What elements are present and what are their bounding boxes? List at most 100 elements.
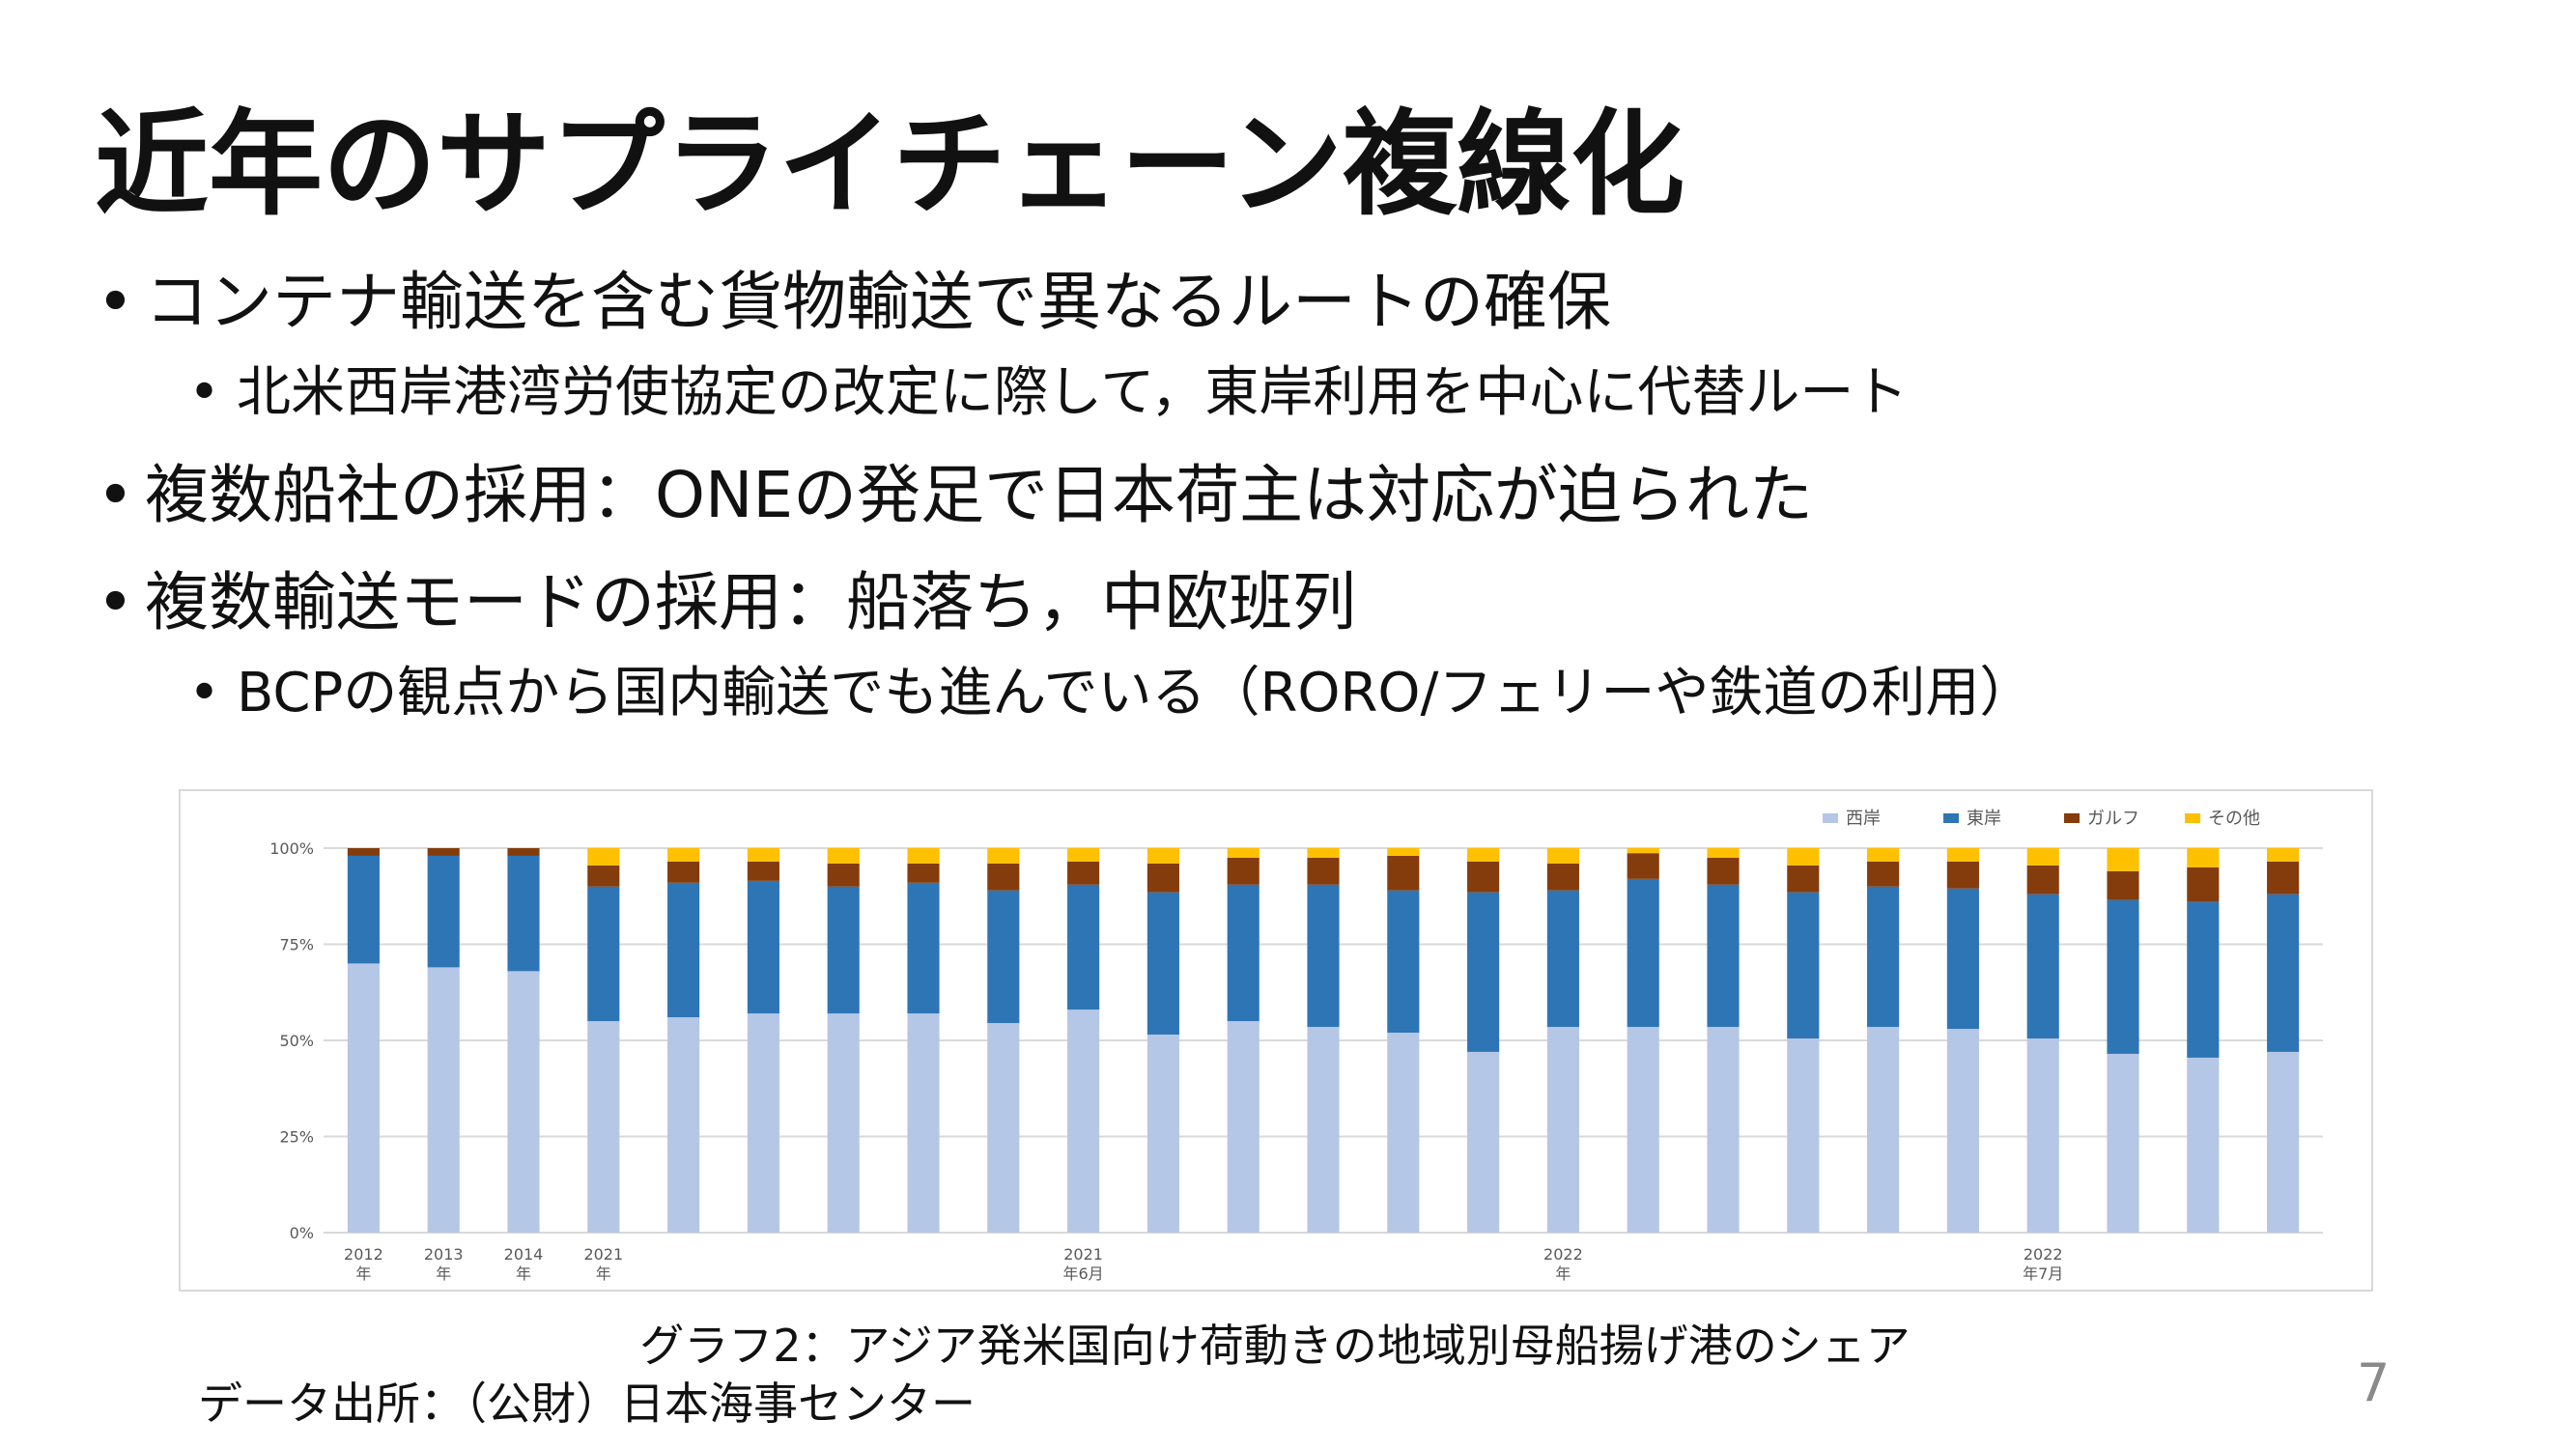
bar-segment-ガルフ <box>747 861 779 881</box>
bar-segment-西岸 <box>1227 1021 1260 1233</box>
bar-segment-西岸 <box>1146 1035 1179 1233</box>
bullet-dot: • <box>97 265 134 339</box>
x-tick-label: 2022 <box>2024 1245 2063 1264</box>
bar-segment-ガルフ <box>2187 867 2220 902</box>
bar-segment-ガルフ <box>1707 857 1740 885</box>
bullet-dot: • <box>188 361 221 424</box>
y-tick-label: 100% <box>269 839 314 858</box>
bullet-3: • 複数輸送モードの採用：船落ち，中欧班列 <box>97 565 1356 639</box>
bar-segment-西岸 <box>2107 1053 2139 1233</box>
bar-segment-その他 <box>1387 848 1420 856</box>
bar-segment-東岸 <box>907 882 940 1014</box>
bar-segment-その他 <box>1146 848 1179 864</box>
bar-segment-東岸 <box>1627 878 1659 1028</box>
bar-segment-その他 <box>1707 848 1740 858</box>
bar-segment-ガルフ <box>987 863 1020 891</box>
bar-segment-その他 <box>1307 848 1340 858</box>
bar-segment-ガルフ <box>1067 861 1100 885</box>
x-tick-label: 2021 <box>1063 1245 1103 1264</box>
sub-bullet-1: • 北米西岸港湾労使協定の改定に際して，東岸利用を中心に代替ルート <box>188 359 1908 427</box>
bar-segment-ガルフ <box>507 848 540 856</box>
bar-segment-西岸 <box>1946 1029 1979 1233</box>
bar-segment-西岸 <box>987 1023 1020 1233</box>
bar-segment-東岸 <box>2267 894 2300 1052</box>
bar-segment-その他 <box>1546 848 1579 864</box>
legend-swatch <box>1943 813 1959 823</box>
bar-segment-その他 <box>827 848 860 864</box>
sub-bullet-2: • BCPの観点から国内輸送でも進んでいる（RORO/フェリーや鉄道の利用） <box>188 660 2033 727</box>
bar-segment-東岸 <box>507 855 540 972</box>
bar-segment-西岸 <box>1307 1027 1340 1233</box>
bar-segment-東岸 <box>2107 899 2139 1054</box>
bar-segment-東岸 <box>667 882 700 1018</box>
bar-segment-その他 <box>1227 848 1260 858</box>
bar-segment-ガルフ <box>1867 861 1900 887</box>
bar-segment-その他 <box>907 848 940 864</box>
bar-segment-ガルフ <box>1627 853 1659 879</box>
bar-segment-その他 <box>667 848 700 862</box>
legend-swatch <box>1823 813 1838 823</box>
bar-segment-東岸 <box>1867 886 1900 1028</box>
bar-segment-東岸 <box>1307 884 1340 1028</box>
bar-segment-ガルフ <box>1546 863 1579 891</box>
bar-segment-その他 <box>1467 848 1500 862</box>
bar-segment-西岸 <box>2026 1038 2059 1233</box>
bar-segment-ガルフ <box>827 863 860 887</box>
bar-segment-その他 <box>1946 848 1979 862</box>
legend-swatch <box>2185 813 2200 823</box>
bar-segment-ガルフ <box>1387 855 1420 891</box>
bar-segment-西岸 <box>1067 1009 1100 1233</box>
bar-segment-ガルフ <box>2267 861 2300 895</box>
bar-segment-西岸 <box>427 967 460 1233</box>
x-tick-label: 2014 <box>504 1245 544 1264</box>
bar-segment-ガルフ <box>1227 857 1260 885</box>
bar-segment-東岸 <box>1546 890 1579 1028</box>
bar-segment-その他 <box>987 848 1020 864</box>
y-tick-label: 75% <box>279 936 314 954</box>
y-tick-label: 0% <box>290 1224 314 1242</box>
slide-title: 近年のサプライチェーン複線化 <box>95 98 1685 231</box>
bar-segment-ガルフ <box>1787 865 1820 893</box>
chart-caption: グラフ2：アジア発米国向け荷動きの地域別母船揚げ港のシェア <box>639 1320 1911 1372</box>
x-tick-label: 年 <box>1555 1264 1571 1283</box>
bar-segment-西岸 <box>1627 1027 1659 1233</box>
bar-segment-ガルフ <box>667 861 700 883</box>
bar-segment-ガルフ <box>1946 861 1979 889</box>
page-number: 7 <box>2357 1352 2391 1413</box>
bar-segment-東岸 <box>987 890 1020 1024</box>
bar-segment-東岸 <box>1787 892 1820 1039</box>
bar-segment-その他 <box>2267 848 2300 862</box>
bullet-dot: • <box>97 458 134 532</box>
bar-segment-西岸 <box>2187 1057 2220 1233</box>
bar-segment-東岸 <box>1946 888 1979 1030</box>
bar-segment-東岸 <box>1467 892 1500 1052</box>
bar-segment-東岸 <box>2187 901 2220 1058</box>
x-tick-label: 年 <box>596 1264 611 1283</box>
x-tick-label: 2022 <box>1543 1245 1583 1264</box>
bar-segment-その他 <box>1867 848 1900 862</box>
bar-segment-東岸 <box>1227 884 1260 1022</box>
x-tick-label: 2013 <box>424 1245 464 1264</box>
bar-segment-西岸 <box>1467 1051 1500 1233</box>
legend-swatch <box>2064 813 2080 823</box>
bullet-2: • 複数船社の採用：ONEの発足で日本荷主は対応が迫られた <box>97 458 1814 532</box>
x-tick-label: 年 <box>355 1264 371 1283</box>
bar-segment-その他 <box>1067 848 1100 862</box>
bar-segment-西岸 <box>1707 1027 1740 1233</box>
bar-segment-東岸 <box>587 886 620 1022</box>
bullet-dot: • <box>188 662 221 724</box>
bar-segment-西岸 <box>587 1021 620 1233</box>
bar-segment-ガルフ <box>347 848 380 856</box>
data-source: データ出所：（公財）日本海事センター <box>198 1378 976 1430</box>
bar-segment-西岸 <box>667 1017 700 1233</box>
bar-segment-東岸 <box>1067 884 1100 1010</box>
stacked-bar-chart: 0%25%50%75%100%2012年2013年2014年2021年2021年… <box>269 809 2323 1283</box>
bar-segment-東岸 <box>1146 892 1179 1036</box>
legend-label: 西岸 <box>1846 809 1881 829</box>
bar-segment-西岸 <box>1867 1027 1900 1233</box>
bullet-dot: • <box>97 565 134 639</box>
y-tick-label: 25% <box>279 1128 314 1147</box>
x-tick-label: 年6月 <box>1063 1264 1104 1283</box>
bar-segment-その他 <box>1627 848 1659 854</box>
bar-segment-西岸 <box>827 1013 860 1233</box>
